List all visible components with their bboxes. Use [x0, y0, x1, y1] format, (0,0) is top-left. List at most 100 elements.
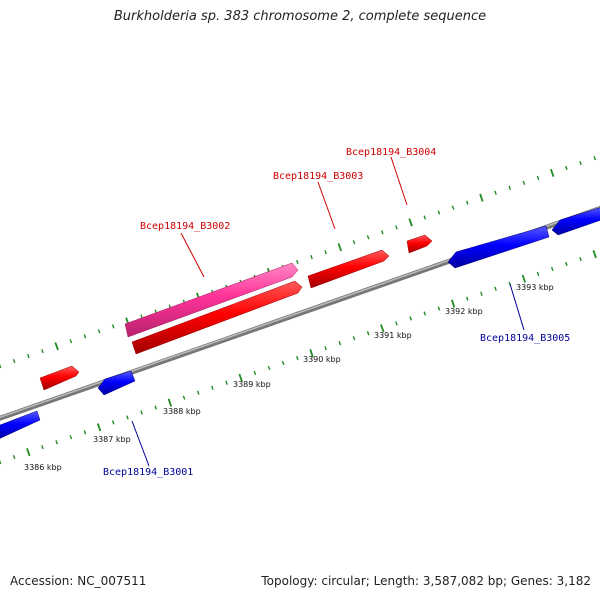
minor-tick: [0, 363, 2, 369]
minor-tick: [12, 454, 16, 460]
minor-tick: [111, 324, 115, 329]
gene-selected-b3002[interactable]: [124, 262, 299, 338]
major-tick: [479, 193, 484, 202]
gene-label-b3003[interactable]: Bcep18194_B3003: [273, 171, 363, 182]
minor-tick: [423, 311, 427, 316]
minor-tick: [182, 395, 186, 400]
map-title: Burkholderia sp. 383 chromosome 2, compl…: [113, 9, 487, 24]
tick-label-3391: 3391 kbp: [374, 331, 412, 340]
tick-label-3389: 3389 kbp: [233, 380, 271, 389]
gene-forward-b3002[interactable]: [131, 280, 303, 355]
genome-stats-text: Topology: circular; Length: 3,587,082 bp…: [261, 574, 591, 588]
minor-tick: [437, 210, 441, 215]
minor-tick: [296, 259, 299, 265]
gene-reverse-edge[interactable]: [551, 207, 600, 236]
minor-tick: [494, 190, 497, 195]
minor-tick: [437, 306, 441, 311]
gene-label-b3001[interactable]: Bcep18194_B3001: [103, 467, 193, 478]
minor-tick: [451, 205, 455, 210]
minor-tick: [126, 415, 129, 420]
major-tick: [96, 423, 102, 432]
minor-tick: [565, 165, 568, 171]
gene-forward-b3003[interactable]: [307, 249, 390, 289]
minor-tick: [253, 370, 257, 376]
minor-tick: [55, 440, 58, 445]
gene-label-b3005[interactable]: Bcep18194_B3005: [480, 333, 570, 344]
gene-label-b3004[interactable]: Bcep18194_B3004: [346, 147, 436, 158]
minor-tick: [423, 215, 427, 220]
minor-tick: [41, 445, 44, 450]
leader-line-b3005: [509, 283, 525, 331]
minor-tick: [565, 261, 568, 267]
leader-line-b3003: [317, 181, 336, 230]
minor-tick: [522, 180, 526, 185]
tick-label-3393: 3393 kbp: [516, 283, 554, 292]
gene-reverse-b3005[interactable]: [447, 225, 550, 269]
minor-tick: [395, 225, 398, 230]
major-tick: [26, 448, 31, 457]
major-tick: [592, 250, 597, 259]
inner-tick-track: [0, 250, 597, 465]
minor-tick: [465, 296, 469, 301]
major-tick: [309, 349, 314, 358]
minor-tick: [352, 240, 356, 245]
gene-forward-b3004[interactable]: [406, 234, 433, 254]
minor-tick: [395, 321, 398, 326]
leader-line-b3004: [390, 156, 408, 206]
minor-tick: [593, 155, 597, 161]
gene-forward-1[interactable]: [39, 365, 80, 391]
minor-tick: [480, 291, 483, 296]
minor-tick: [154, 405, 158, 410]
minor-tick: [324, 250, 327, 255]
major-tick: [408, 218, 413, 227]
minor-tick: [97, 329, 101, 334]
minor-tick: [267, 365, 271, 371]
minor-tick: [366, 235, 370, 240]
minor-tick: [27, 353, 30, 359]
tick-label-3388: 3388 kbp: [163, 407, 201, 416]
minor-tick: [83, 334, 87, 339]
accession-text: Accession: NC_007511: [10, 574, 147, 588]
minor-tick: [211, 385, 214, 390]
minor-tick: [465, 200, 469, 205]
minor-tick: [41, 349, 44, 354]
minor-tick: [550, 266, 554, 272]
leader-line-b3001: [131, 420, 150, 467]
minor-tick: [536, 175, 540, 181]
minor-tick: [140, 410, 143, 415]
minor-tick: [409, 316, 412, 321]
minor-tick: [579, 160, 582, 166]
minor-tick: [225, 380, 228, 385]
minor-tick: [579, 256, 582, 262]
minor-tick: [0, 459, 2, 465]
minor-tick: [381, 230, 384, 235]
major-tick: [167, 398, 173, 407]
minor-tick: [12, 358, 16, 364]
minor-tick: [83, 430, 87, 435]
major-tick: [337, 243, 343, 252]
minor-tick: [494, 286, 497, 291]
minor-tick: [281, 360, 285, 366]
gene-reverse-1[interactable]: [0, 410, 41, 440]
minor-tick: [296, 355, 299, 361]
minor-tick: [69, 339, 73, 344]
tick-label-3386: 3386 kbp: [24, 463, 62, 472]
major-tick: [380, 324, 385, 333]
major-tick: [521, 274, 527, 283]
minor-tick: [536, 271, 540, 277]
tick-label-3390: 3390 kbp: [303, 355, 341, 364]
leader-line-b3002: [180, 232, 205, 278]
gene-reverse-b3001[interactable]: [97, 370, 136, 396]
major-tick: [450, 299, 456, 308]
minor-tick: [324, 346, 327, 351]
minor-tick: [366, 331, 370, 336]
minor-tick: [69, 435, 73, 440]
minor-tick: [338, 341, 342, 346]
minor-tick: [310, 254, 313, 260]
gene-label-b3002[interactable]: Bcep18194_B3002: [140, 221, 230, 232]
minor-tick: [111, 420, 115, 425]
minor-tick: [352, 336, 356, 341]
major-tick: [550, 168, 555, 177]
major-tick: [54, 342, 59, 351]
